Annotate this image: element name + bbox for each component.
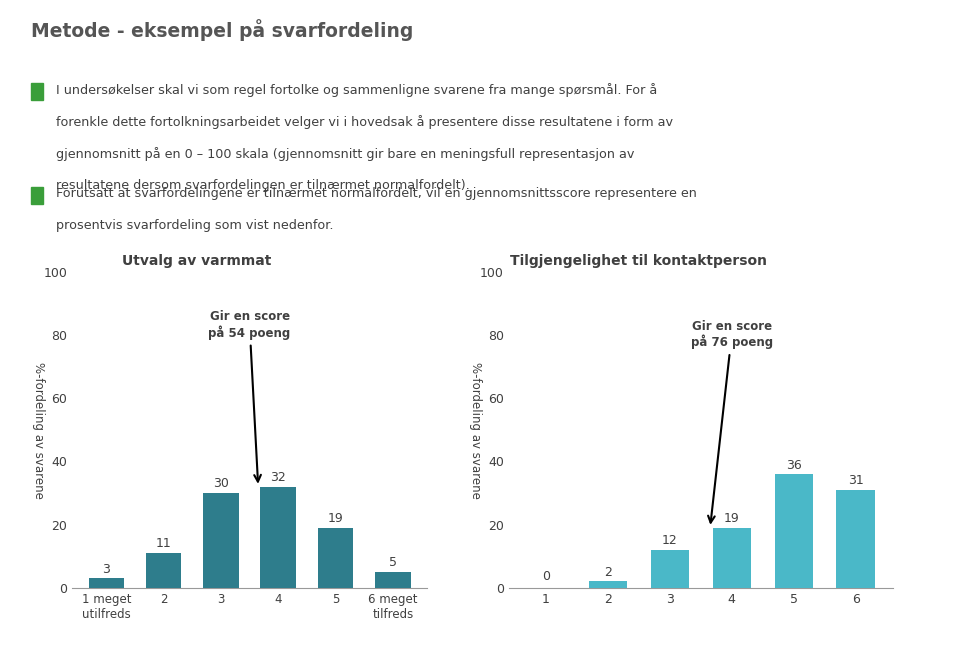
Bar (88, 578, 124, 588)
Bar (375, 572, 411, 588)
Bar (204, 493, 239, 588)
Text: 2: 2 (604, 566, 612, 579)
Text: gjennomsnitt på en 0 – 100 skala (gjennomsnitt gir bare en meningsfull represent: gjennomsnitt på en 0 – 100 skala (gjenno… (56, 147, 634, 161)
Y-axis label: %-fordeling av svarene: %-fordeling av svarene (468, 361, 482, 499)
Bar (651, 550, 689, 588)
Text: 0: 0 (542, 570, 550, 583)
Text: 19: 19 (327, 512, 344, 525)
Bar (588, 582, 627, 588)
Text: Metode - eksempel på svarfordeling: Metode - eksempel på svarfordeling (31, 19, 413, 41)
Bar (836, 490, 875, 588)
Bar (712, 528, 751, 588)
Text: forenkle dette fortolkningsarbeidet velger vi i hovedsak å presentere disse resu: forenkle dette fortolkningsarbeidet velg… (56, 115, 673, 129)
Text: I undersøkelser skal vi som regel fortolke og sammenligne svarene fra mange spør: I undersøkelser skal vi som regel fortol… (56, 83, 657, 97)
Text: Gir en score
på 76 poeng: Gir en score på 76 poeng (690, 319, 773, 523)
Text: 12: 12 (662, 535, 678, 547)
Bar (260, 487, 296, 588)
Text: Utvalg av varmmat: Utvalg av varmmat (122, 254, 272, 268)
Text: 19: 19 (724, 512, 739, 525)
Text: 36: 36 (786, 459, 802, 471)
Text: prosentvis svarfordeling som vist nedenfor.: prosentvis svarfordeling som vist nedenf… (56, 219, 333, 232)
Text: resultatene dersom svarfordelingen er tilnærmet normalfordelt).: resultatene dersom svarfordelingen er ti… (56, 179, 469, 192)
Y-axis label: %-fordeling av svarene: %-fordeling av svarene (32, 361, 45, 499)
Bar (318, 528, 353, 588)
Bar (146, 553, 181, 588)
Text: 5: 5 (389, 556, 396, 569)
Text: Tilgjengelighet til kontaktperson: Tilgjengelighet til kontaktperson (510, 254, 767, 268)
Text: 12: 12 (909, 630, 926, 645)
Text: Gir en score
på 54 poeng: Gir en score på 54 poeng (208, 310, 291, 481)
Bar (775, 474, 813, 588)
Text: 11: 11 (156, 537, 172, 550)
Text: 3: 3 (103, 562, 110, 576)
Text: 32: 32 (271, 471, 286, 484)
Text: MARKEDSFØRINGSHUSET: MARKEDSFØRINGSHUSET (385, 631, 575, 644)
Text: Forutsatt at svarfordelingene er tilnærmet normalfordelt, vil en gjennomsnittssc: Forutsatt at svarfordelingene er tilnærm… (56, 187, 697, 201)
Text: 30: 30 (213, 477, 228, 491)
Text: 31: 31 (848, 474, 863, 487)
